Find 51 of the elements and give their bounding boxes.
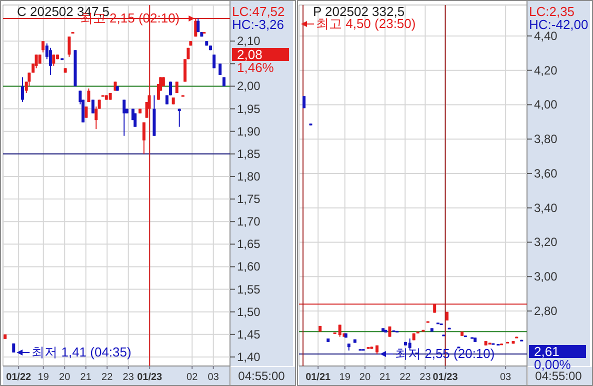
- y-tick-label: 1,40: [237, 350, 261, 364]
- x-tick-label: 03: [500, 372, 512, 383]
- x-tick-label: 03: [208, 372, 220, 383]
- x-tick-label: 19: [339, 372, 351, 383]
- y-tick-label: 4,00: [534, 98, 558, 112]
- x-tick-label: 22: [400, 372, 412, 383]
- x-tick-label: 23: [420, 372, 432, 383]
- y-tick-label: 1,60: [237, 260, 261, 274]
- x-tick-label: 22: [102, 372, 114, 383]
- x-tick-label: 21: [379, 372, 392, 383]
- y-tick-label: 3,00: [534, 270, 558, 284]
- y-tick-label: 2,00: [237, 79, 261, 94]
- x-tick-label: 01/23: [432, 372, 458, 383]
- text: 0,00%: [534, 357, 572, 372]
- x-tick-label: 23: [122, 372, 134, 383]
- x-tick-label: 21: [80, 372, 92, 383]
- text: LC:2,35: [529, 4, 575, 19]
- text: 1,46%: [237, 60, 274, 75]
- x-tick-label: 02: [186, 372, 198, 383]
- x-tick-label: 19: [38, 372, 50, 383]
- y-tick-label: 3,60: [534, 166, 558, 180]
- y-tick-label: 3,40: [534, 200, 558, 215]
- y-tick-label: 2,80: [534, 304, 558, 318]
- x-tick-label: 01/23: [137, 372, 163, 383]
- y-tick-label: 2,10: [237, 34, 261, 48]
- text: 04:55:00: [238, 369, 286, 383]
- y-tick-label: 1,70: [237, 214, 261, 229]
- y-tick-label: 1,95: [237, 102, 261, 116]
- annotation: 최저 1,41 (04:35): [32, 344, 132, 360]
- text: HC:-3,26: [232, 17, 284, 32]
- y-tick-label: 1,75: [237, 192, 261, 206]
- annotation: 최고 4,50 (23:50): [316, 16, 416, 31]
- y-tick-label: 1,65: [237, 237, 261, 252]
- y-tick-label: 1,55: [237, 282, 261, 296]
- y-tick-label: 1,50: [237, 304, 261, 319]
- text: 04:55:00: [535, 369, 582, 383]
- y-tick-label: 1,85: [237, 146, 261, 161]
- text: 2,61: [534, 344, 560, 359]
- x-tick-label: 01/22: [6, 372, 32, 383]
- y-tick-label: 3,20: [534, 235, 558, 250]
- chart-title: P 202502 332,5: [313, 4, 405, 19]
- y-tick-label: 1,90: [237, 124, 261, 138]
- text: 2,08: [237, 47, 262, 62]
- y-tick-label: 1,80: [237, 169, 261, 184]
- x-tick-label: 01/21: [306, 372, 332, 383]
- x-tick-label: 20: [59, 372, 71, 383]
- x-tick-label: 20: [359, 372, 371, 383]
- text: LC:47,52: [232, 4, 285, 19]
- y-tick-label: 4,20: [534, 63, 558, 78]
- y-tick-label: 1,45: [237, 327, 261, 342]
- y-tick-label: 3,80: [534, 132, 558, 146]
